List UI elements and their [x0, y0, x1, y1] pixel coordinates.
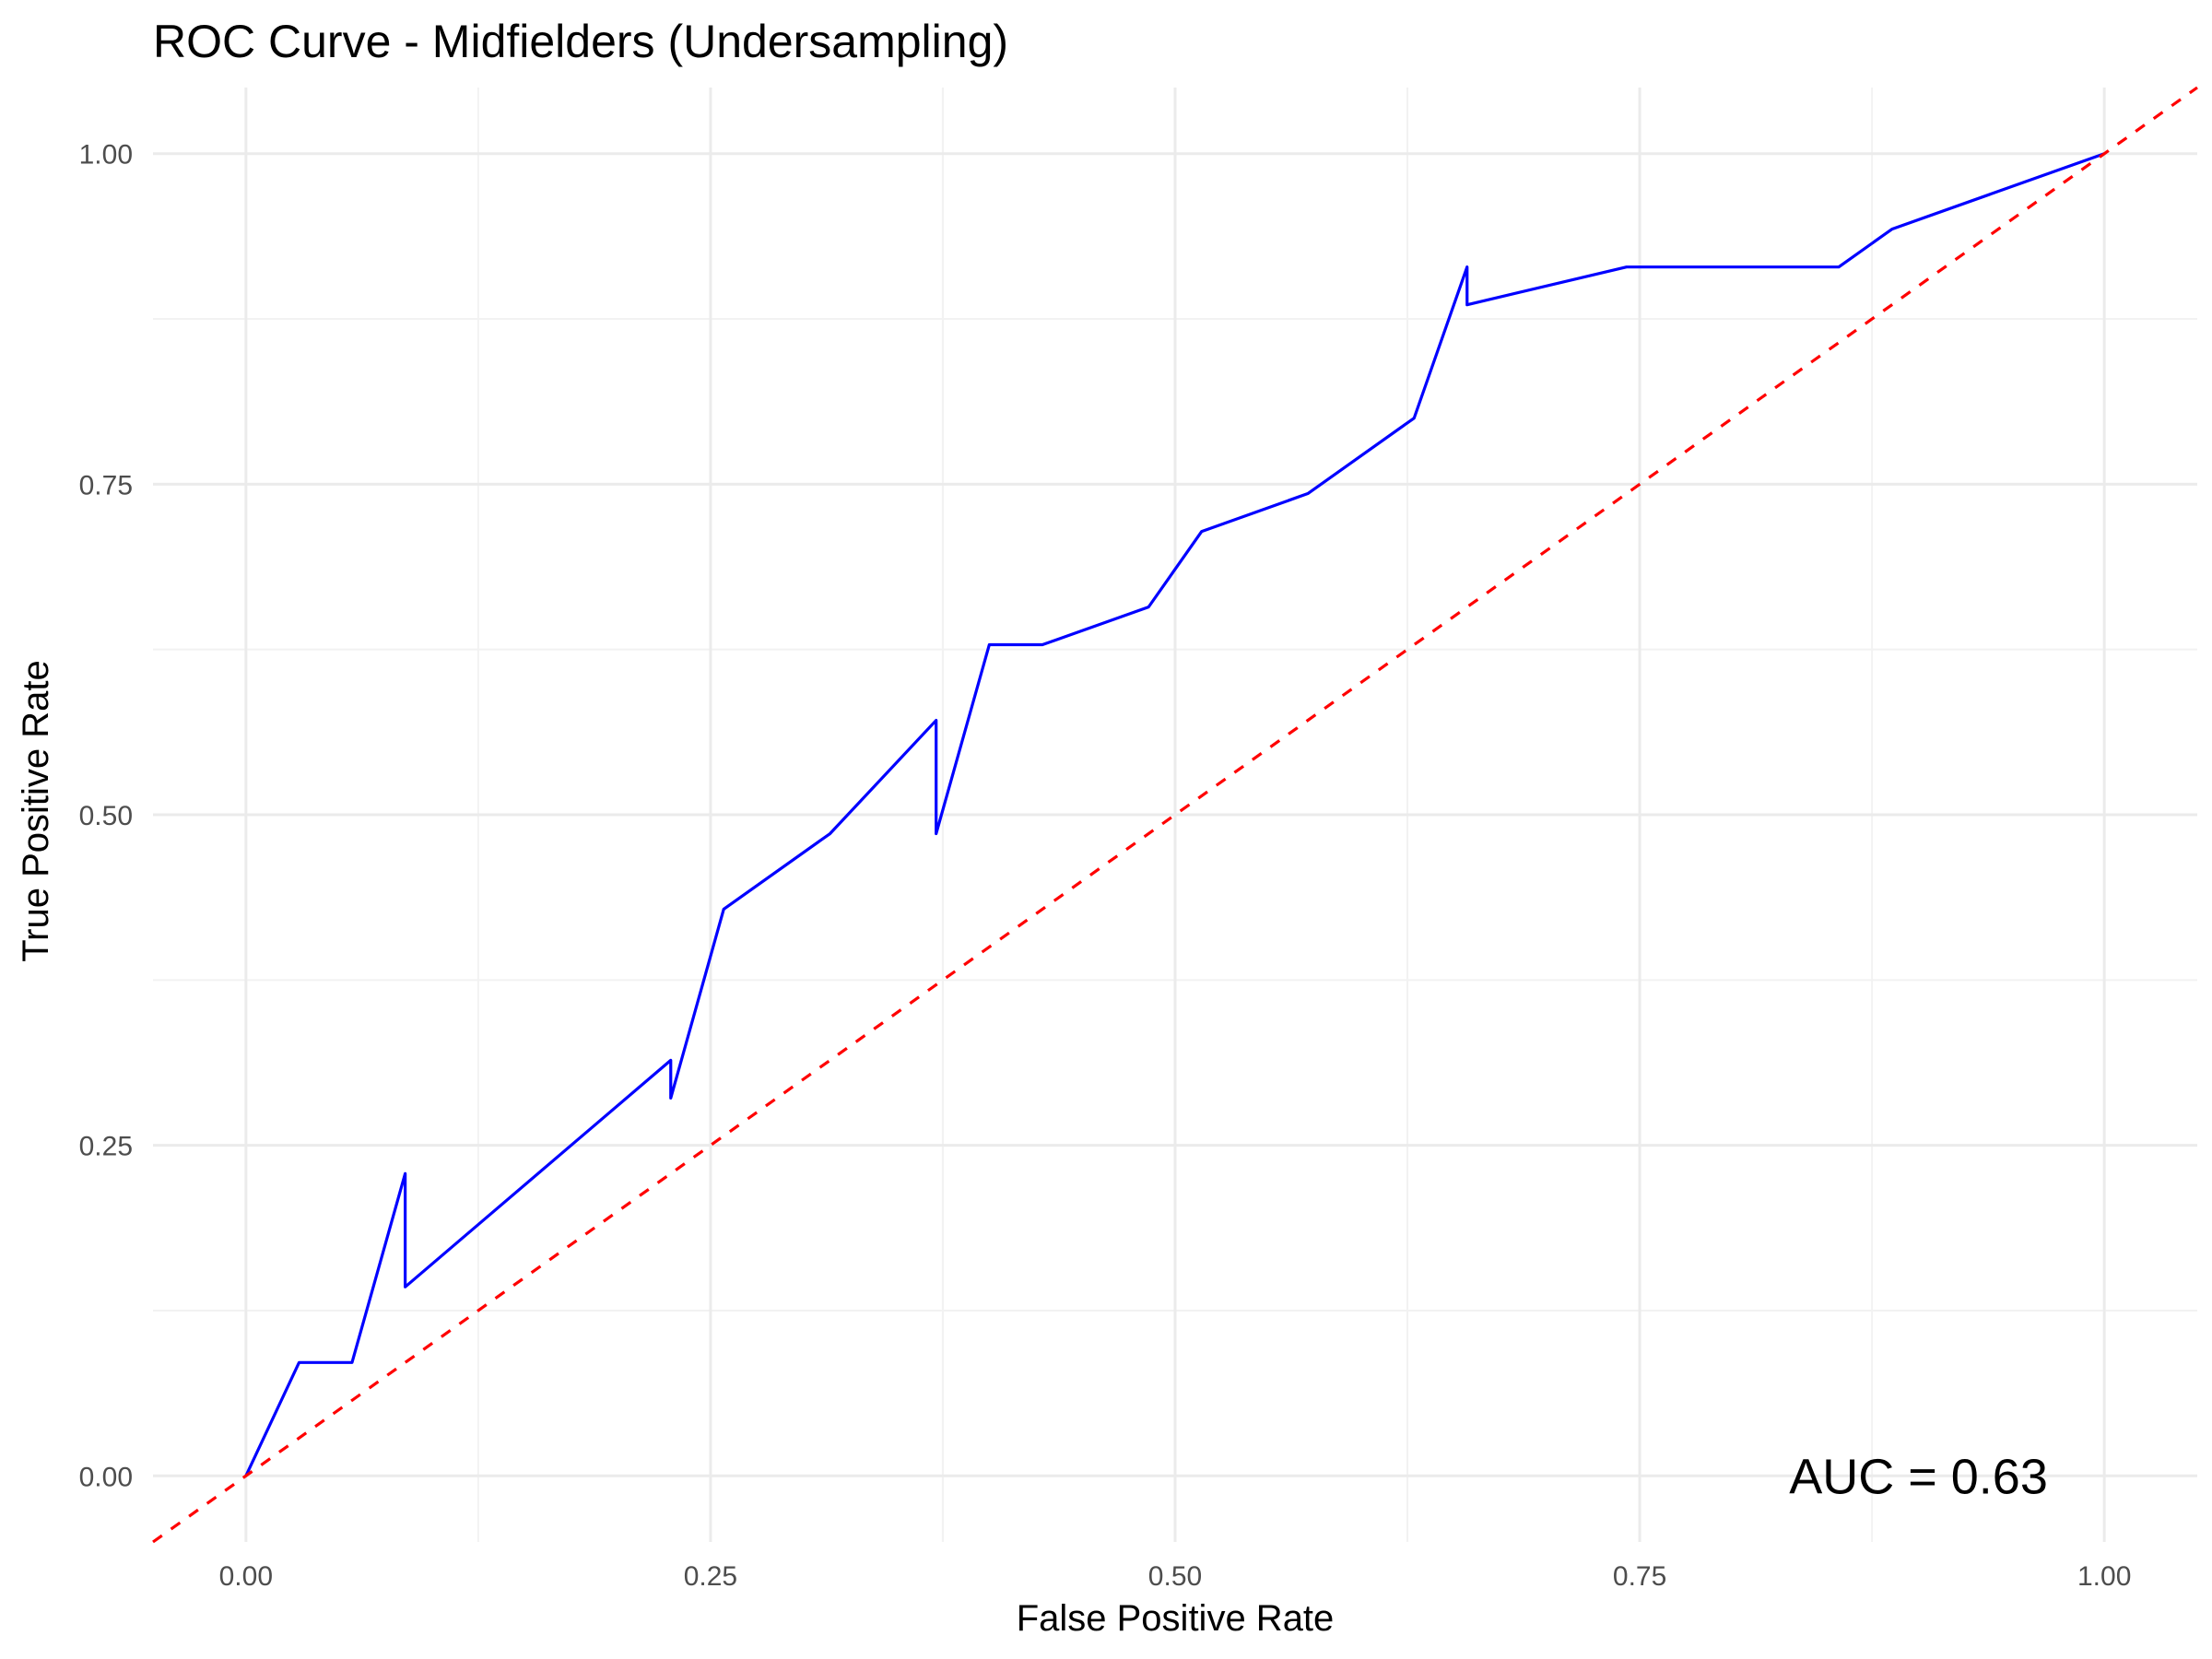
x-tick-label: 0.75: [1613, 1561, 1666, 1592]
y-tick-label: 0.25: [79, 1132, 133, 1162]
y-axis-label: True Positive Rate: [16, 660, 56, 962]
x-tick-label: 0.25: [684, 1561, 737, 1592]
x-tick-label: 1.00: [2077, 1561, 2131, 1592]
grid: [153, 88, 2197, 1542]
y-tick-label: 0.75: [79, 470, 133, 500]
y-tick-label: 0.00: [79, 1462, 133, 1492]
y-tick-labels: 0.00 0.25 0.50 0.75 1.00: [79, 140, 133, 1493]
chart-title: ROC Curve - Midfielders (Undersampling): [153, 16, 1008, 67]
roc-curve-line: [244, 152, 2105, 1477]
annotations: AUC = 0.63: [1789, 1449, 2048, 1504]
auc-annotation: AUC = 0.63: [1789, 1449, 2048, 1504]
x-tick-labels: 0.00 0.25 0.50 0.75 1.00: [219, 1561, 2132, 1592]
y-tick-label: 1.00: [79, 140, 133, 171]
x-tick-label: 0.50: [1148, 1561, 1202, 1592]
y-tick-label: 0.50: [79, 801, 133, 831]
x-tick-label: 0.00: [219, 1561, 273, 1592]
x-axis-label: False Positive Rate: [1017, 1598, 1335, 1639]
series-layer: [152, 86, 2198, 1544]
